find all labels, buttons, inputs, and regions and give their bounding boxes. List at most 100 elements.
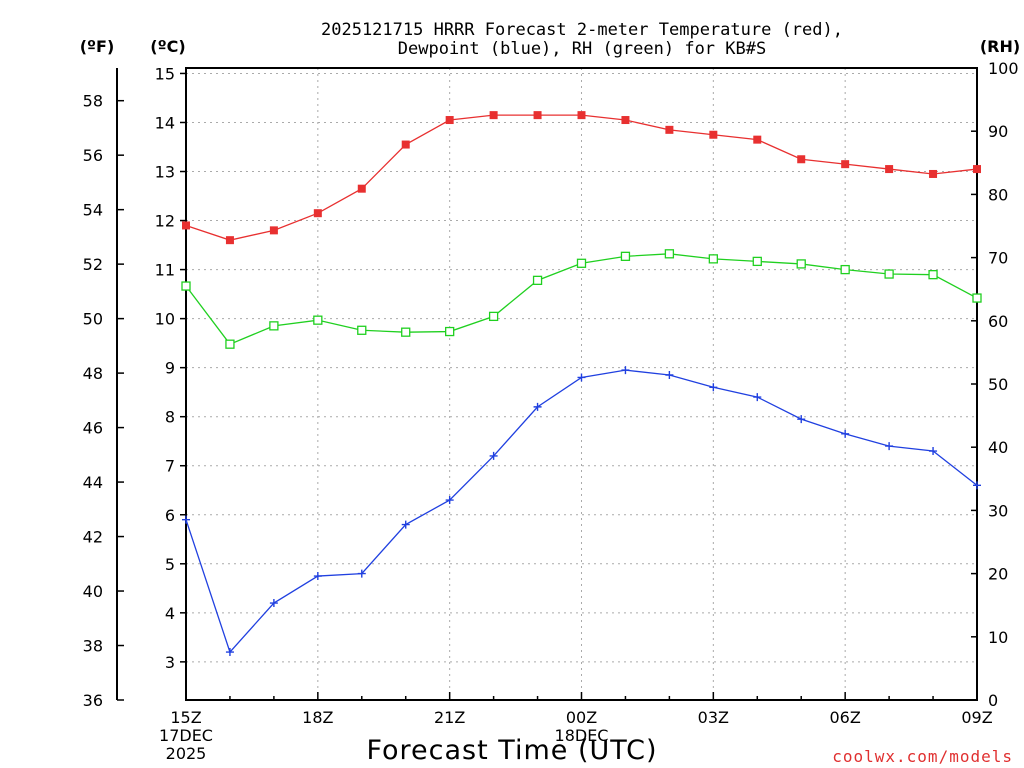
temperature-point xyxy=(885,165,894,174)
x-tick-label: 18Z xyxy=(302,708,333,727)
rh-point xyxy=(313,315,323,325)
rh-point xyxy=(708,254,718,264)
f-tick-label: 36 xyxy=(83,691,103,710)
dewpoint-point xyxy=(929,447,938,456)
dewpoint-point xyxy=(709,383,718,392)
temperature-point xyxy=(489,111,498,120)
dewpoint-point xyxy=(225,648,234,657)
rh-tick-label: 40 xyxy=(988,438,1008,457)
dewpoint-point xyxy=(533,402,542,411)
c-tick-label: 13 xyxy=(155,163,175,182)
f-tick-label: 46 xyxy=(83,419,103,438)
temperature-point xyxy=(841,160,850,169)
f-tick-label: 54 xyxy=(83,201,103,220)
f-tick-label: 52 xyxy=(83,255,103,274)
rh-tick-label: 20 xyxy=(988,565,1008,584)
c-tick-label: 3 xyxy=(165,653,175,672)
c-tick-label: 5 xyxy=(165,555,175,574)
temperature-point xyxy=(929,169,938,178)
rh-tick-label: 70 xyxy=(988,249,1008,268)
x-tick-label: 03Z xyxy=(698,708,729,727)
temperature-point xyxy=(709,130,718,139)
f-tick-label: 42 xyxy=(83,528,103,547)
dewpoint-point xyxy=(973,481,981,490)
temperature-point xyxy=(182,221,190,230)
rh-point xyxy=(357,325,367,335)
dewpoint-point xyxy=(753,393,762,402)
x-tick-label: 17DEC xyxy=(159,726,213,745)
rh-point xyxy=(664,249,675,259)
rh-point xyxy=(972,293,982,303)
c-tick-label: 9 xyxy=(165,359,175,378)
f-tick-label: 58 xyxy=(83,92,103,111)
rh-point xyxy=(884,269,894,279)
unit-label-fahrenheit: (ºF) xyxy=(80,37,115,56)
dewpoint-point xyxy=(357,569,366,578)
c-tick-label: 8 xyxy=(165,408,175,427)
grid-layer xyxy=(186,68,977,700)
x-tick-label: 15Z xyxy=(170,708,201,727)
x-tick-label: 00Z xyxy=(566,708,597,727)
series-layer xyxy=(181,111,982,657)
f-tick-label: 56 xyxy=(83,146,103,165)
temperature-point xyxy=(665,125,674,134)
temperature-point xyxy=(445,116,454,125)
temperature-point xyxy=(269,226,278,235)
f-tick-label: 44 xyxy=(83,473,103,492)
unit-label-celsius: (ºC) xyxy=(150,37,185,56)
temperature-point xyxy=(973,165,981,174)
x-tick-label: 06Z xyxy=(830,708,861,727)
ticks-layer: 3638404244464850525456583456789101112131… xyxy=(83,59,1019,763)
dewpoint-point xyxy=(665,371,674,380)
temperature-point xyxy=(577,111,586,120)
plot-frame xyxy=(185,67,978,701)
rh-tick-label: 30 xyxy=(988,501,1008,520)
temperature-point xyxy=(797,155,806,164)
c-tick-label: 7 xyxy=(165,457,175,476)
f-tick-label: 38 xyxy=(83,637,103,656)
temperature-point xyxy=(401,140,410,149)
x-tick-label: 09Z xyxy=(961,708,992,727)
dewpoint-point xyxy=(577,373,586,382)
temperature-point xyxy=(313,209,322,218)
temperature-point xyxy=(533,111,542,120)
temperature-point xyxy=(621,116,630,125)
temperature-point xyxy=(753,135,762,144)
dewpoint-point xyxy=(797,415,806,424)
rh-tick-label: 60 xyxy=(988,312,1008,331)
rh-point xyxy=(532,275,543,286)
x-tick-label: 21Z xyxy=(434,708,465,727)
rh-tick-label: 0 xyxy=(988,691,998,710)
rh-point xyxy=(181,281,191,291)
rh-point xyxy=(445,326,455,337)
dewpoint-point xyxy=(885,442,894,451)
c-tick-label: 15 xyxy=(155,64,175,83)
x-tick-label: 18DEC xyxy=(555,726,609,745)
credit-link[interactable]: coolwx.com/models xyxy=(832,747,1013,766)
rh-tick-label: 100 xyxy=(988,59,1019,78)
c-tick-label: 6 xyxy=(165,506,175,525)
f-tick-label: 48 xyxy=(83,364,103,383)
rh-tick-label: 10 xyxy=(988,628,1008,647)
rh-point xyxy=(225,339,235,349)
c-tick-label: 11 xyxy=(155,261,175,280)
dewpoint-point xyxy=(313,572,322,581)
rh-point xyxy=(576,258,587,268)
temperature-point xyxy=(225,236,234,245)
temperature-point xyxy=(357,184,366,193)
dewpoint-point xyxy=(621,366,630,375)
c-tick-label: 14 xyxy=(155,113,175,132)
f-tick-label: 40 xyxy=(83,582,103,601)
rh-point xyxy=(269,321,279,331)
rh-point xyxy=(620,251,631,261)
dewpoint-point xyxy=(269,599,278,608)
x-axis-label: Forecast Time (UTC) xyxy=(366,735,657,766)
rh-tick-label: 80 xyxy=(988,185,1008,204)
dewpoint-point xyxy=(445,496,454,505)
rh-tick-label: 50 xyxy=(988,375,1008,394)
c-tick-label: 12 xyxy=(155,212,175,231)
unit-label-rh: (RH) xyxy=(980,37,1020,56)
dewpoint-point xyxy=(489,451,498,460)
dewpoint-point xyxy=(182,515,190,524)
